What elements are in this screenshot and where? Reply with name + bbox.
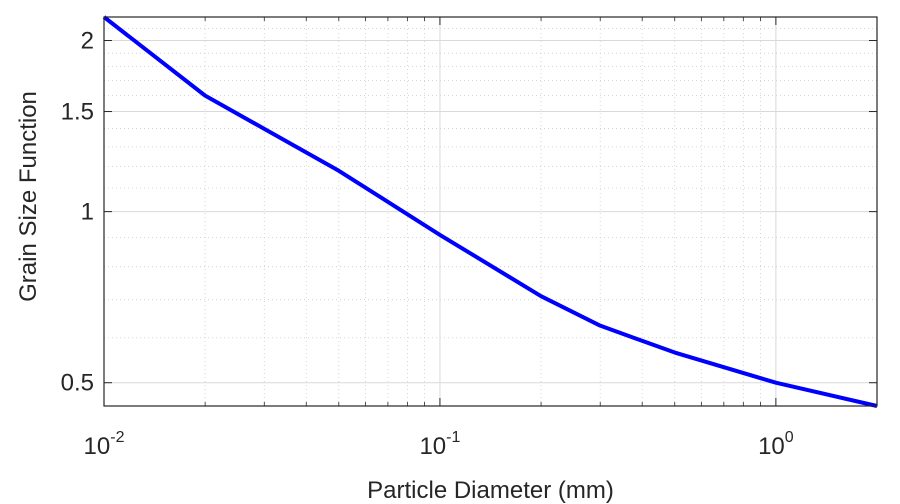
major-grid	[103, 17, 877, 406]
x-tick-label: 100	[758, 429, 794, 460]
y-axis-title: Grain Size Function	[15, 91, 42, 302]
x-tick-label: 10-2	[84, 429, 125, 460]
series-layer	[102, 15, 878, 408]
ticks-layer	[103, 17, 878, 406]
series-line	[102, 15, 878, 408]
x-tick-label: 10-1	[419, 429, 460, 460]
y-tick-label: 1.5	[61, 99, 94, 126]
x-axis-title: Particle Diameter (mm)	[367, 477, 614, 504]
y-tick-labels: 0.5 1 1.5 2	[61, 28, 94, 397]
y-tick-label: 1	[81, 199, 94, 226]
y-tick-label: 2	[81, 28, 94, 55]
x-tick-labels: 10-2 10-1 100	[84, 429, 794, 460]
y-tick-label: 0.5	[61, 370, 94, 397]
